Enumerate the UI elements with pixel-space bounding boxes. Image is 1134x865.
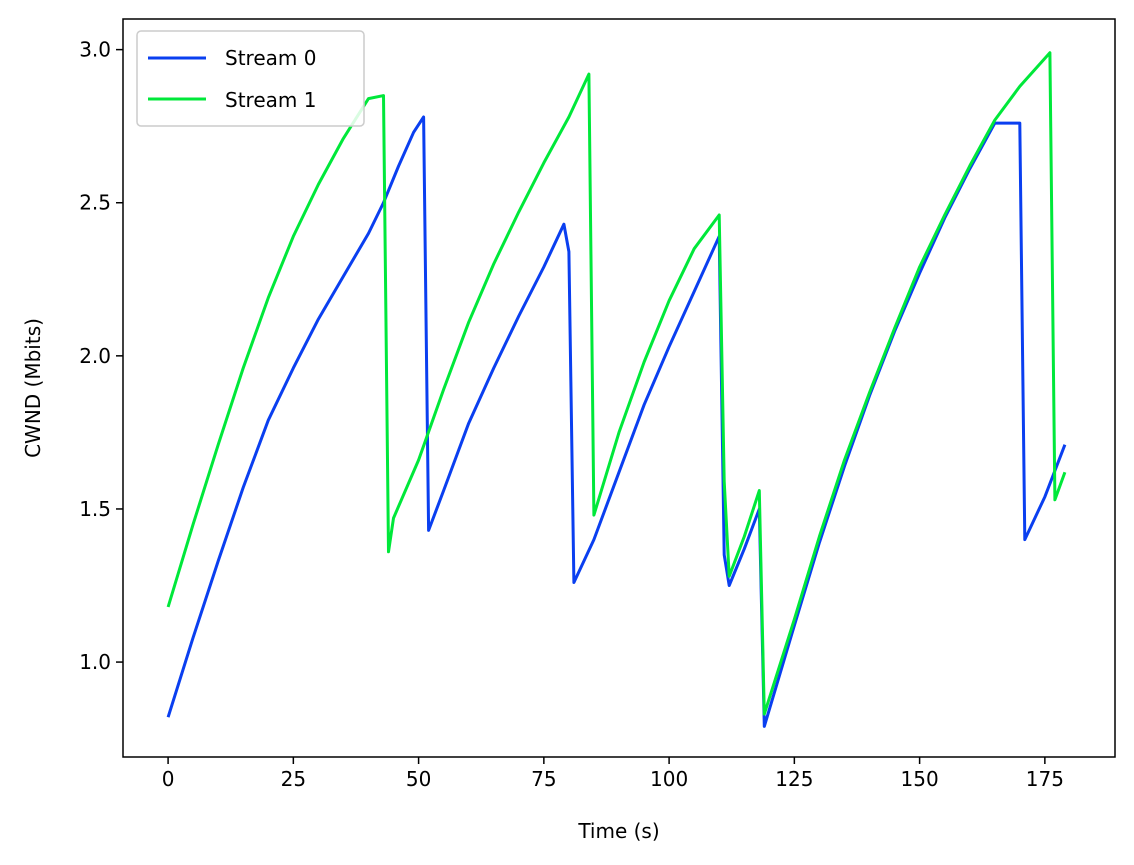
x-tick-label: 150	[901, 767, 939, 791]
x-tick-label: 100	[650, 767, 688, 791]
series-lines	[166, 51, 1067, 728]
x-tick-label: 25	[281, 767, 306, 791]
plot-area-frame	[122, 18, 1116, 758]
series-line-stream-0	[166, 115, 1067, 728]
y-tick-label: 3.0	[79, 38, 111, 62]
y-tick-label: 2.0	[79, 344, 111, 368]
x-axis: 0 25 50 75 100 125 150 175	[162, 757, 1064, 791]
y-tick-label: 1.0	[79, 650, 111, 674]
legend-box	[136, 30, 365, 127]
y-axis: 1.0 1.5 2.0 2.5 3.0	[79, 38, 123, 674]
x-tick-label: 75	[531, 767, 556, 791]
legend-label-stream-0: Stream 0	[225, 46, 316, 70]
y-axis-label: CWND (Mbits)	[21, 318, 45, 458]
x-tick-label: 50	[406, 767, 431, 791]
y-tick-label: 1.5	[79, 497, 111, 521]
x-tick-label: 175	[1026, 767, 1064, 791]
y-tick-label: 2.5	[79, 191, 111, 215]
series-line-stream-1	[166, 51, 1067, 716]
x-axis-label: Time (s)	[577, 819, 659, 843]
legend: Stream 0 Stream 1	[136, 30, 365, 127]
x-tick-label: 0	[162, 767, 175, 791]
x-tick-label: 125	[775, 767, 813, 791]
legend-label-stream-1: Stream 1	[225, 88, 316, 112]
